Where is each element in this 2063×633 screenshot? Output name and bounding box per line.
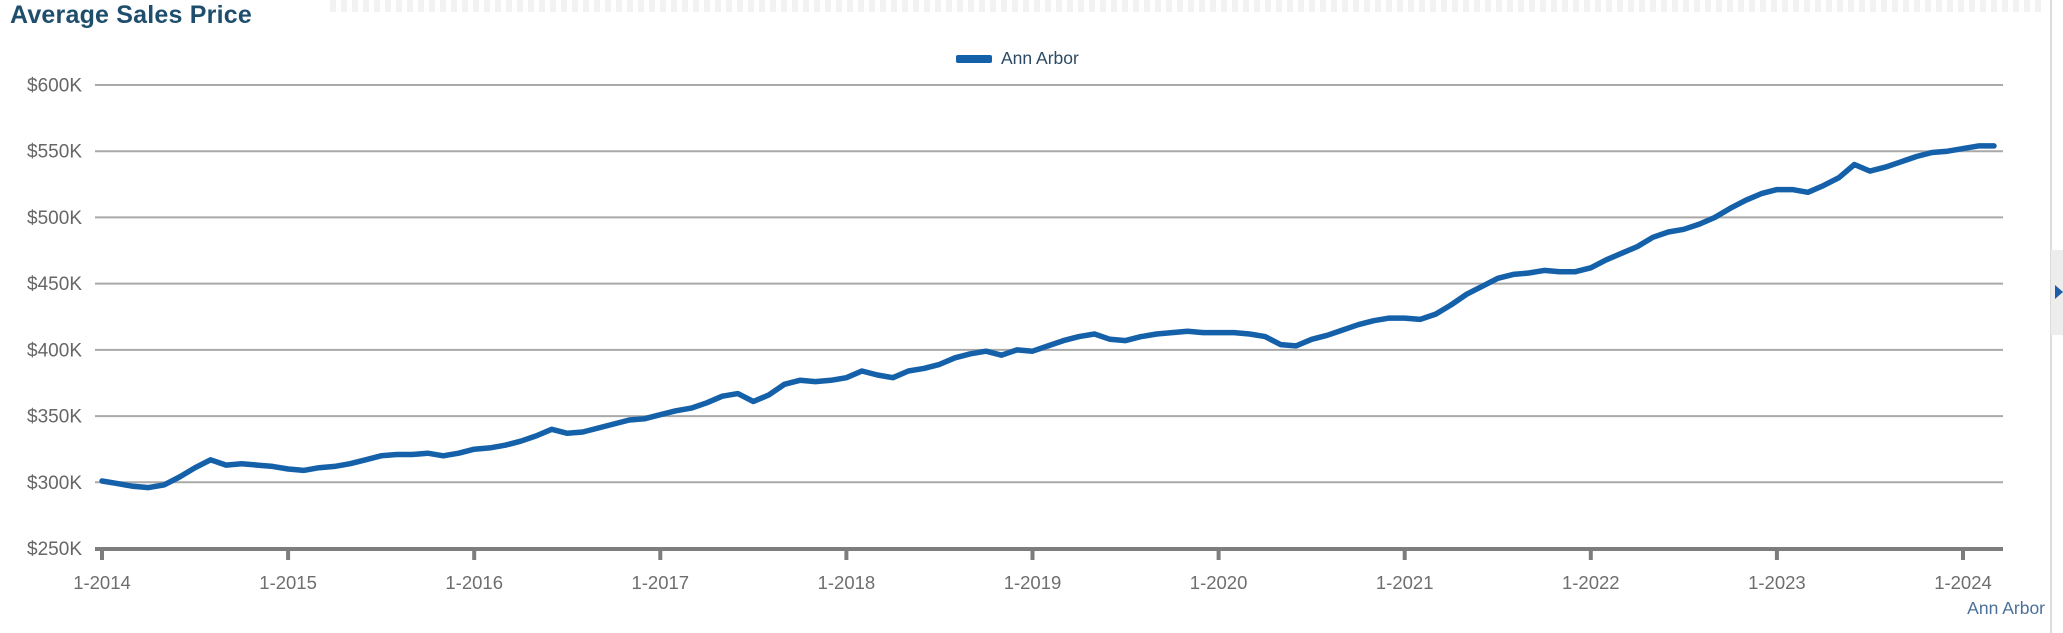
x-axis-tick-label: 1-2020 [1190,572,1248,593]
x-axis-tick-label: 1-2016 [445,572,503,593]
y-axis-tick-label: $300K [27,473,82,494]
x-axis-tick-label: 1-2022 [1562,572,1620,593]
y-axis-tick-label: $250K [27,539,82,560]
x-axis-tick-label: 1-2015 [259,572,317,593]
x-axis-tick-label: 1-2023 [1748,572,1806,593]
expand-panel-button[interactable] [2051,250,2063,335]
x-axis-tick-label: 1-2014 [73,572,131,593]
x-axis-tick-label: 1-2024 [1934,572,1992,593]
footer-series-label: Ann Arbor [1967,598,2045,618]
x-axis-tick-label: 1-2018 [818,572,876,593]
y-axis-tick-label: $500K [27,208,82,229]
y-axis-tick-label: $550K [27,142,82,163]
y-axis-tick-label: $450K [27,274,82,295]
y-axis-tick-label: $600K [27,76,82,97]
chart-legend: Ann Arbor [956,48,1079,69]
page-title: Average Sales Price [10,1,252,29]
x-axis-tick-label: 1-2019 [1004,572,1062,593]
x-axis-tick-label: 1-2021 [1376,572,1434,593]
play-right-triangle-icon [2055,285,2063,299]
top-scrollbar-strip [330,0,2046,12]
legend-label-ann-arbor: Ann Arbor [1001,48,1079,68]
y-axis-tick-label: $350K [27,407,82,428]
series-line-ann-arbor[interactable] [99,143,1997,491]
y-axis-tick-label: $400K [27,340,82,361]
x-axis-tick-label: 1-2017 [631,572,689,593]
legend-line-swatch-icon [956,54,992,63]
